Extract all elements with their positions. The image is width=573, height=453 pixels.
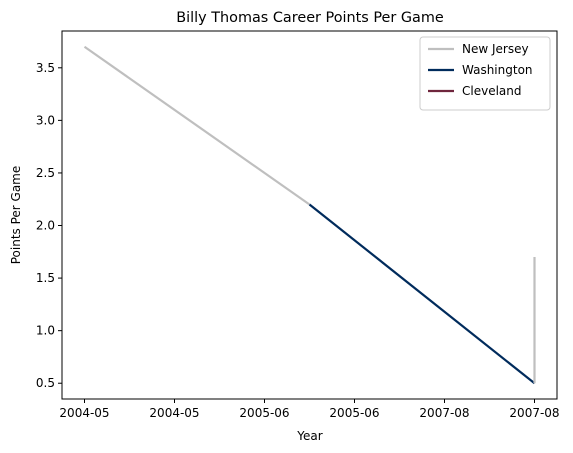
series-line-washington bbox=[308, 203, 536, 385]
legend-label-washington: Washington bbox=[462, 63, 533, 77]
x-tick-label: 2007-08 bbox=[509, 406, 559, 420]
y-tick-label: 2.0 bbox=[36, 219, 55, 233]
y-tick-label: 1.5 bbox=[36, 271, 55, 285]
y-tick-label: 3.5 bbox=[36, 61, 55, 75]
x-axis-label: Year bbox=[296, 429, 322, 443]
legend: New Jersey Washington Cleveland bbox=[419, 36, 551, 111]
y-tick-label: 3.0 bbox=[36, 113, 55, 127]
x-tick-label: 2007-08 bbox=[419, 406, 469, 420]
y-tick-label: 0.5 bbox=[36, 376, 55, 390]
y-axis-label: Points Per Game bbox=[9, 166, 23, 265]
plot-frame bbox=[61, 30, 558, 400]
y-tick-label: 1.0 bbox=[36, 324, 55, 338]
series-lines bbox=[83, 45, 536, 385]
legend-label-cleveland: Cleveland bbox=[462, 84, 522, 98]
x-tick-label: 2005-06 bbox=[329, 406, 379, 420]
chart-title: Billy Thomas Career Points Per Game bbox=[176, 10, 444, 26]
series-line-new-jersey bbox=[83, 45, 311, 206]
x-tick-label: 2004-05 bbox=[59, 406, 109, 420]
x-tick-label: 2005-06 bbox=[239, 406, 289, 420]
axis-ticks: 2004-05 2004-05 2005-06 2005-06 2007-08 2007-… bbox=[36, 61, 560, 420]
legend-label-new-jersey: New Jersey bbox=[462, 42, 529, 56]
x-tick-label: 2004-05 bbox=[149, 406, 199, 420]
y-tick-label: 2.5 bbox=[36, 166, 55, 180]
